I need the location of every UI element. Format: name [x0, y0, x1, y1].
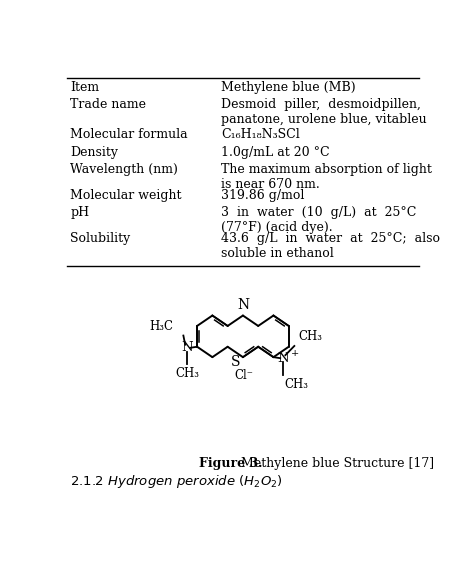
Text: +: +: [291, 350, 300, 359]
Text: Density: Density: [70, 146, 118, 159]
Text: Molecular weight: Molecular weight: [70, 189, 182, 202]
Text: Trade name: Trade name: [70, 98, 146, 111]
Text: H₃C: H₃C: [149, 320, 173, 333]
Text: $\it{2.1.2\ Hydrogen\ peroxide\ (H_{2}O_{2})}$: $\it{2.1.2\ Hydrogen\ peroxide\ (H_{2}O_…: [70, 473, 283, 490]
Text: N: N: [182, 341, 193, 354]
Text: Methylene blue Structure [17]: Methylene blue Structure [17]: [237, 457, 435, 470]
Text: pH: pH: [70, 206, 90, 219]
Text: Molecular formula: Molecular formula: [70, 128, 188, 141]
Text: 1.0g/mL at 20 °C: 1.0g/mL at 20 °C: [221, 146, 329, 159]
Text: C₁₆H₁₈N₃SCl: C₁₆H₁₈N₃SCl: [221, 128, 300, 141]
Text: Solubility: Solubility: [70, 233, 130, 245]
Text: Cl⁻: Cl⁻: [235, 369, 254, 382]
Text: 3  in  water  (10  g/L)  at  25°C
(77°F) (acid dye).: 3 in water (10 g/L) at 25°C (77°F) (acid…: [221, 206, 416, 234]
Text: Wavelength (nm): Wavelength (nm): [70, 163, 178, 176]
Text: N: N: [277, 352, 289, 365]
Text: Figure 3.: Figure 3.: [199, 457, 262, 470]
Text: The maximum absorption of light
is near 670 nm.: The maximum absorption of light is near …: [221, 163, 432, 191]
Text: Desmoid  piller,  desmoidpillen,
panatone, urolene blue, vitableu: Desmoid piller, desmoidpillen, panatone,…: [221, 98, 427, 126]
Text: S: S: [230, 355, 240, 369]
Text: Methylene blue (MB): Methylene blue (MB): [221, 81, 356, 93]
Text: CH₃: CH₃: [175, 368, 200, 381]
Text: N: N: [237, 298, 249, 312]
Text: CH₃: CH₃: [284, 378, 308, 391]
Text: Item: Item: [70, 81, 100, 93]
Text: 43.6  g/L  in  water  at  25°C;  also
soluble in ethanol: 43.6 g/L in water at 25°C; also soluble …: [221, 233, 440, 260]
Text: 319.86 g/mol: 319.86 g/mol: [221, 189, 304, 202]
Text: CH₃: CH₃: [298, 330, 322, 343]
